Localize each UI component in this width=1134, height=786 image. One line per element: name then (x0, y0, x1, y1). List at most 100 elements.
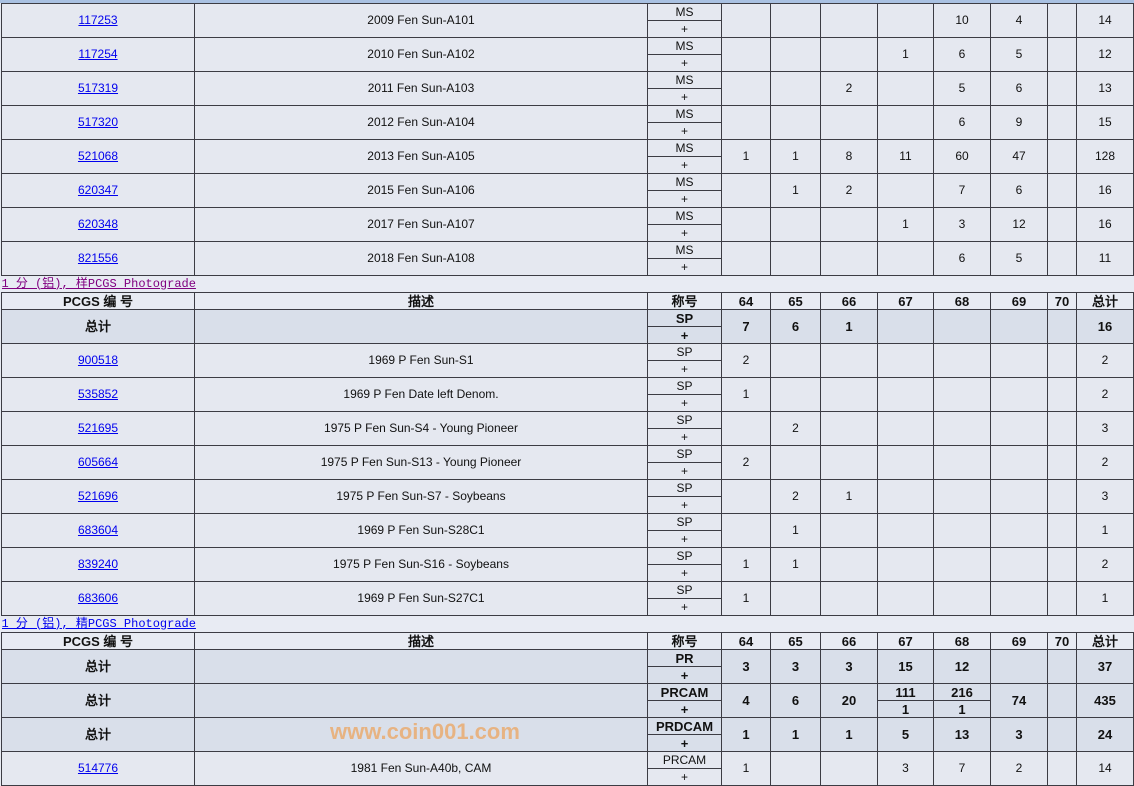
count-grade-69 (990, 377, 1048, 412)
pcgs-number-link[interactable]: 535852 (77, 387, 119, 401)
count-grade-68 (933, 377, 991, 412)
row-total: 16 (1076, 173, 1134, 208)
section-caption-link[interactable]: 1 分 (铝), 精PCGS Photograde (1, 616, 196, 631)
table-row: 521696 1975 P Fen Sun-S7 - Soybeans SP 2 1 3 (1, 479, 1134, 514)
pcgs-number-link[interactable]: 620347 (77, 183, 119, 197)
table-row: 620348 2017 Fen Sun-A107 MS 1 3 12 16 (1, 207, 1134, 242)
count-grade-70 (1047, 751, 1077, 786)
count-grade-68: 13 (933, 717, 991, 752)
grade-designation: MS (647, 105, 722, 123)
section-caption-row: 1 分 (铝), 精PCGS Photograde (1, 615, 1134, 633)
plus-designation: + (647, 156, 722, 174)
pcgs-number-link[interactable]: 900518 (77, 353, 119, 367)
column-header: 66 (820, 292, 878, 310)
count-grade-65: 6 (770, 309, 821, 344)
column-header: 70 (1047, 632, 1077, 650)
total-row: + (2, 666, 1134, 684)
count-grade-70 (1047, 241, 1077, 276)
row-total: 3 (1076, 411, 1134, 446)
pcgs-number-link[interactable]: 821556 (77, 251, 119, 265)
count-grade-65: 2 (770, 411, 821, 446)
count-grade-68: 6 (933, 37, 991, 72)
table-row: + (2, 394, 1134, 412)
count-grade-65: 1 (770, 139, 821, 174)
pcgs-number-link[interactable]: 521695 (77, 421, 119, 435)
count-grade-67 (877, 173, 934, 208)
count-grade-68: 7 (933, 173, 991, 208)
total-label: 总计 (1, 717, 195, 752)
pcgs-number-link[interactable]: 517319 (77, 81, 119, 95)
pcgs-number-link[interactable]: 514776 (77, 761, 119, 775)
count-grade-65 (770, 37, 821, 72)
description: 2010 Fen Sun-A102 (194, 37, 648, 72)
section-caption-link[interactable]: 1 分 (铝), 样PCGS Photograde (1, 276, 196, 291)
pcgs-number-cell: 514776 (1, 751, 195, 786)
pcgs-number-link[interactable]: 683606 (77, 591, 119, 605)
row-total: 13 (1076, 71, 1134, 106)
count-grade-64 (721, 241, 771, 276)
count-grade-70 (1047, 479, 1077, 514)
row-total: 15 (1076, 105, 1134, 140)
row-total: 2 (1076, 343, 1134, 378)
count-grade-66 (820, 513, 878, 548)
count-grade-70 (1047, 411, 1077, 446)
grade-designation: MS (647, 37, 722, 55)
count-grade-67 (877, 445, 934, 480)
pcgs-number-link[interactable]: 517320 (77, 115, 119, 129)
plus-designation: + (647, 20, 722, 38)
count-grade-64 (721, 411, 771, 446)
total-row: 总计 SP 7 6 1 16 (1, 309, 1134, 344)
count-grade-68: 10 (933, 3, 991, 38)
count-grade-70 (1047, 581, 1077, 616)
plus-designation: + (647, 462, 722, 480)
count-grade-66: 1 (820, 479, 878, 514)
count-grade-68 (933, 581, 991, 616)
pcgs-number-link[interactable]: 683604 (77, 523, 119, 537)
table-row: + (2, 496, 1134, 514)
plus-designation: + (647, 394, 722, 412)
count-grade-69: 3 (990, 717, 1048, 752)
count-grade-65: 3 (770, 649, 821, 684)
description: 2009 Fen Sun-A101 (194, 3, 648, 38)
pcgs-number-link[interactable]: 117253 (78, 13, 118, 27)
row-total: 16 (1076, 309, 1134, 344)
grade-designation: PRDCAM (647, 717, 722, 735)
pcgs-number-cell: 517320 (1, 105, 195, 140)
plus-designation: + (647, 734, 722, 752)
count-grade-64: 1 (721, 377, 771, 412)
description (194, 683, 648, 718)
column-header: 描述 (194, 632, 648, 650)
total-row: 总计 PRCAM 4 6 20 111 216 74 435 (1, 683, 1134, 718)
description: 2013 Fen Sun-A105 (194, 139, 648, 174)
table-row: 517320 2012 Fen Sun-A104 MS 6 9 15 (1, 105, 1134, 140)
total-row: 总计 PR 3 3 3 15 12 37 (1, 649, 1134, 684)
column-header: 描述 (194, 292, 648, 310)
count-grade-65: 1 (770, 173, 821, 208)
pcgs-number-cell: 517319 (1, 71, 195, 106)
table-row: 683604 1969 P Fen Sun-S28C1 SP 1 1 (1, 513, 1134, 548)
pcgs-number-link[interactable]: 620348 (77, 217, 119, 231)
count-grade-66 (820, 751, 878, 786)
pcgs-number-cell: 521068 (1, 139, 195, 174)
count-grade-66 (820, 37, 878, 72)
description: 1975 P Fen Sun-S13 - Young Pioneer (194, 445, 648, 480)
pcgs-number-link[interactable]: 117254 (78, 47, 118, 61)
count-grade-64: 1 (721, 547, 771, 582)
grade-designation: MS (647, 207, 722, 225)
table-row: + (2, 428, 1134, 446)
count-grade-70 (1047, 207, 1077, 242)
pcgs-number-cell: 117254 (1, 37, 195, 72)
count-grade-65 (770, 207, 821, 242)
count-grade-68: 12 (933, 649, 991, 684)
pcgs-number-link[interactable]: 839240 (77, 557, 119, 571)
count-grade-70 (1047, 445, 1077, 480)
pcgs-number-link[interactable]: 521696 (77, 489, 119, 503)
row-total: 1 (1076, 513, 1134, 548)
table-row: + (2, 224, 1134, 242)
pcgs-number-link[interactable]: 605664 (77, 455, 119, 469)
population-table: 117253 2009 Fen Sun-A101 MS 10 4 14 +117254 201… (1, 3, 1134, 786)
pcgs-number-cell: 620347 (1, 173, 195, 208)
pcgs-number-link[interactable]: 521068 (77, 149, 119, 163)
count-grade-66: 3 (820, 649, 878, 684)
count-grade-70 (1047, 71, 1077, 106)
